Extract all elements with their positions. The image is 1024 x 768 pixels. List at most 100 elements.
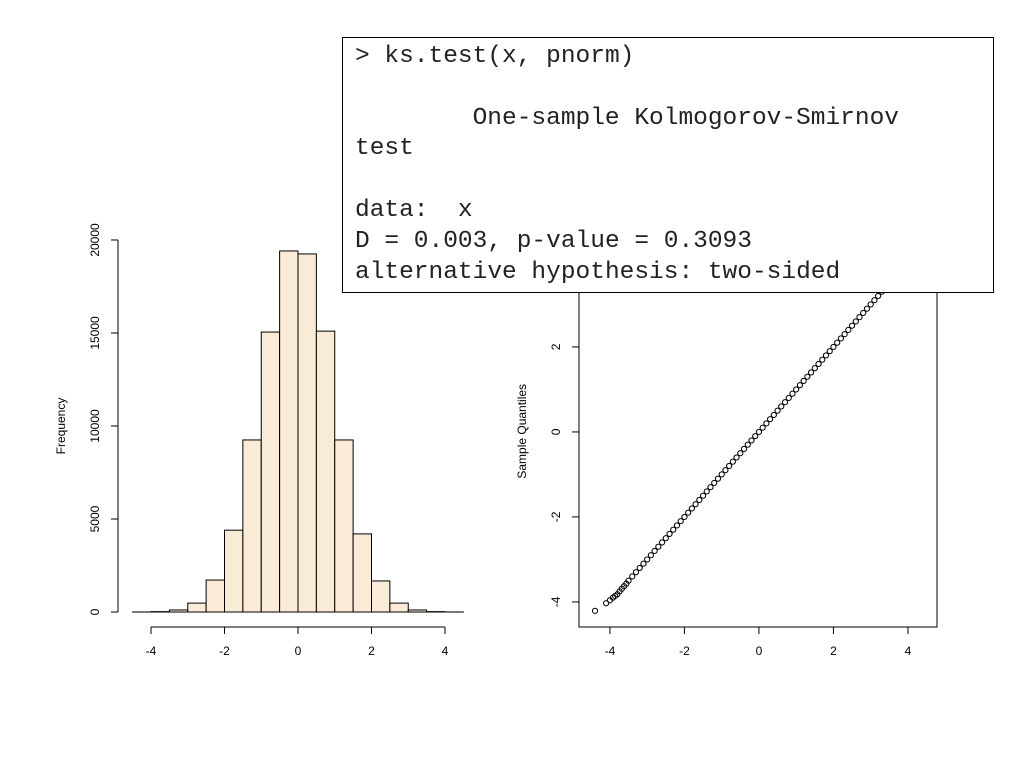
- histogram-bar: [187, 602, 207, 613]
- qq-point: [681, 513, 688, 521]
- qq-point: [819, 356, 826, 363]
- histogram-bar: [205, 579, 226, 613]
- histogram-bar: [297, 253, 317, 613]
- x-tick-label: -4: [146, 644, 157, 658]
- qq-point: [785, 394, 792, 402]
- blank-line: [355, 165, 993, 196]
- qq-point: [677, 518, 684, 525]
- qq-point: [774, 407, 781, 414]
- qq-point: [688, 505, 695, 512]
- qq-point: [744, 441, 751, 448]
- qq-point: [863, 305, 871, 312]
- qq-point: [670, 526, 677, 533]
- qq-point: [632, 569, 640, 576]
- qq-point: [875, 292, 882, 300]
- qq-point: [826, 348, 833, 355]
- y-tick-label: 20000: [88, 223, 102, 257]
- qq-point: [692, 501, 699, 508]
- qq-point: [796, 382, 804, 389]
- qq-point: [658, 539, 666, 546]
- qq-point: [729, 458, 736, 465]
- qq-point: [815, 360, 822, 368]
- blank-line: [355, 73, 993, 104]
- console-command: > ks.test(x, pnorm): [355, 43, 635, 70]
- qq-point: [852, 318, 859, 325]
- histogram-bar: [389, 602, 409, 613]
- console-output: > ks.test(x, pnorm) One-sample Kolmogoro…: [342, 37, 994, 293]
- x-tick-label: -2: [219, 644, 230, 658]
- y-tick-label: -4: [549, 596, 563, 607]
- qq-point: [822, 352, 830, 359]
- qq-point: [722, 467, 729, 474]
- qq-point: [789, 390, 796, 397]
- histogram-bar: [279, 250, 299, 613]
- qq-point: [848, 322, 856, 329]
- histogram-bar: [242, 439, 262, 613]
- histogram-bar: [352, 533, 372, 613]
- y-tick-label: -2: [549, 511, 563, 522]
- qq-point: [737, 450, 744, 457]
- y-axis-title: Frequency: [54, 398, 68, 455]
- qq-point: [629, 573, 636, 580]
- qq-point: [759, 424, 766, 431]
- qq-point: [793, 386, 800, 393]
- qq-point: [703, 488, 710, 495]
- qq-point: [666, 530, 673, 538]
- qq-point: [752, 433, 759, 440]
- qq-point: [830, 343, 837, 351]
- qq-point: [837, 335, 844, 342]
- y-axis-title: Sample Quantiles: [515, 384, 529, 479]
- histogram-bar: [407, 609, 428, 613]
- histogram-bar: [334, 439, 354, 613]
- qq-point: [811, 365, 818, 372]
- x-tick-label: -4: [605, 644, 616, 658]
- qq-point: [647, 552, 654, 559]
- test-data: data: x: [355, 196, 473, 224]
- x-tick-label: 0: [756, 644, 763, 658]
- qq-point: [841, 331, 848, 338]
- test-method: One-sample Kolmogorov-Smirnov: [472, 104, 899, 132]
- qq-point: [591, 607, 599, 614]
- qq-point: [718, 471, 725, 478]
- qq-point: [714, 475, 722, 482]
- qq-point: [834, 339, 841, 346]
- qq-point: [707, 484, 714, 491]
- qq-point: [696, 496, 703, 504]
- x-tick-label: 4: [905, 644, 912, 658]
- x-tick-label: 4: [442, 644, 449, 658]
- y-tick-label: 15000: [88, 316, 102, 350]
- qq-point: [644, 556, 651, 563]
- qq-point: [800, 377, 807, 385]
- qq-point: [685, 509, 692, 516]
- histogram-bar: [315, 330, 336, 613]
- qq-point: [845, 326, 852, 334]
- y-tick-label: 0: [549, 428, 563, 435]
- qq-point: [867, 301, 874, 308]
- qq-point: [781, 399, 789, 406]
- qq-point: [871, 297, 878, 304]
- qq-point: [603, 600, 610, 607]
- test-method: test: [355, 135, 414, 163]
- histogram-bar: [168, 609, 189, 613]
- y-tick-label: 2: [549, 343, 563, 350]
- qq-point: [640, 560, 647, 567]
- qq-point: [726, 462, 733, 470]
- x-tick-label: 2: [830, 644, 837, 658]
- qq-point: [755, 428, 763, 436]
- test-statistic: D = 0.003, p-value = 0.3093: [355, 227, 752, 255]
- qq-point: [767, 416, 774, 423]
- histogram-bar: [224, 529, 244, 613]
- histogram-bar: [260, 331, 281, 613]
- qq-point: [636, 564, 643, 572]
- qq-point: [673, 522, 681, 529]
- qq-point: [770, 411, 777, 419]
- qq-point: [699, 492, 707, 499]
- qq-point: [733, 454, 740, 461]
- qq-point: [748, 437, 755, 444]
- qq-point: [711, 479, 718, 487]
- qq-point: [778, 403, 785, 410]
- qq-point: [856, 314, 863, 321]
- qq-point: [651, 547, 658, 555]
